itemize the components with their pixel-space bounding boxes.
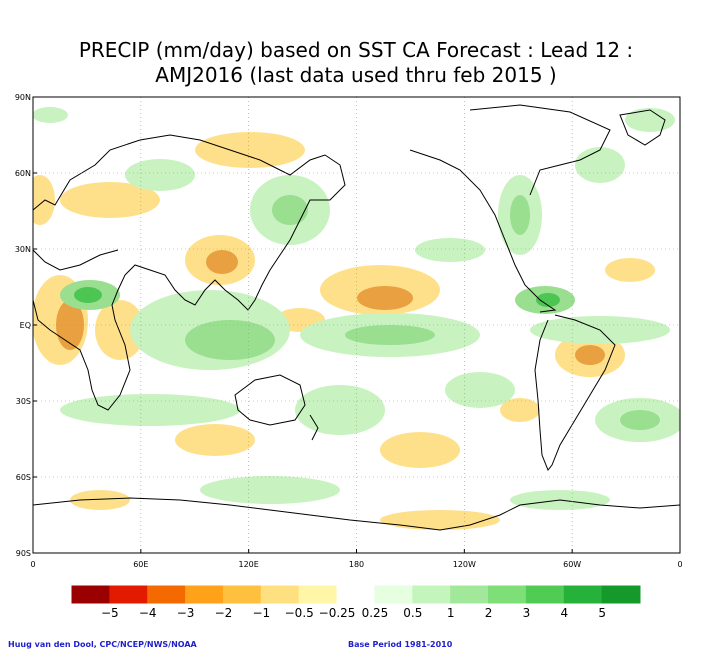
map-title-line-1: PRECIP (mm/day) based on SST CA Forecast… xyxy=(78,38,634,62)
colorbar-label: −5 xyxy=(101,606,119,620)
lon-label: 0 xyxy=(30,560,35,569)
colorbar-swatch xyxy=(412,585,452,604)
colorbar-swatch xyxy=(260,585,300,604)
colorbar-swatch xyxy=(525,585,565,604)
colorbar-label: −1 xyxy=(252,606,270,620)
lon-label: 60W xyxy=(563,560,581,569)
colorbar-swatch xyxy=(298,585,338,604)
lat-lon-gridlines xyxy=(33,97,680,553)
colorbar-swatch xyxy=(563,585,603,604)
colorbar-swatch xyxy=(71,585,111,604)
lat-label: 90N xyxy=(15,93,31,102)
lon-label: 60E xyxy=(133,560,148,569)
latitude-labels: 90N 60N 30N EQ 30S 60S 90S xyxy=(15,93,37,558)
lon-label: 0 xyxy=(677,560,682,569)
colorbar-swatch xyxy=(109,585,149,604)
colorbar-swatch xyxy=(374,585,414,604)
lat-label: 30N xyxy=(15,245,31,254)
colorbar-swatch xyxy=(147,585,187,604)
longitude-labels: 0 60E 120E 180 120W 60W 0 xyxy=(30,549,683,569)
lat-label: 60N xyxy=(15,169,31,178)
colorbar-label: 5 xyxy=(598,606,606,620)
credit-author: Huug van den Dool, CPC/NCEP/NWS/NOAA xyxy=(8,640,197,649)
colorbar-swatch xyxy=(488,585,527,604)
colorbar-label: −4 xyxy=(139,606,157,620)
lat-label: EQ xyxy=(20,321,31,330)
colorbar-label: −0.25 xyxy=(319,606,356,620)
colorbar-label: 4 xyxy=(560,606,568,620)
colorbar-label: −0.5 xyxy=(285,606,314,620)
colorbar-label: 1 xyxy=(447,606,455,620)
colorbar-label: 3 xyxy=(523,606,531,620)
colorbar-label: −3 xyxy=(177,606,195,620)
lon-label: 120W xyxy=(453,560,476,569)
lat-label: 90S xyxy=(16,549,31,558)
colorbar-swatch xyxy=(601,585,641,604)
colorbar-swatch xyxy=(222,585,262,604)
lat-label: 30S xyxy=(16,397,31,406)
colorbar: −5 −4 −3 −2 −1 −0.5 −0.25 0.25 0.5 1 2 3 4 5 xyxy=(71,585,641,620)
base-period-note: Base Period 1981-2010 xyxy=(348,640,453,649)
map-title-line-2: AMJ2016 (last data used thru feb 2015 ) xyxy=(155,63,557,87)
colorbar-swatch xyxy=(450,585,490,604)
colorbar-label: 0.5 xyxy=(403,606,422,620)
colorbar-label: −2 xyxy=(215,606,233,620)
coastlines xyxy=(33,104,680,531)
anomaly-fields xyxy=(33,107,680,530)
lat-label: 60S xyxy=(16,473,31,482)
colorbar-swatch xyxy=(336,585,376,604)
colorbar-label: 0.25 xyxy=(362,606,389,620)
colorbar-swatch xyxy=(185,585,224,604)
colorbar-label: 2 xyxy=(485,606,493,620)
lon-label: 120E xyxy=(239,560,259,569)
lon-label: 180 xyxy=(349,560,364,569)
